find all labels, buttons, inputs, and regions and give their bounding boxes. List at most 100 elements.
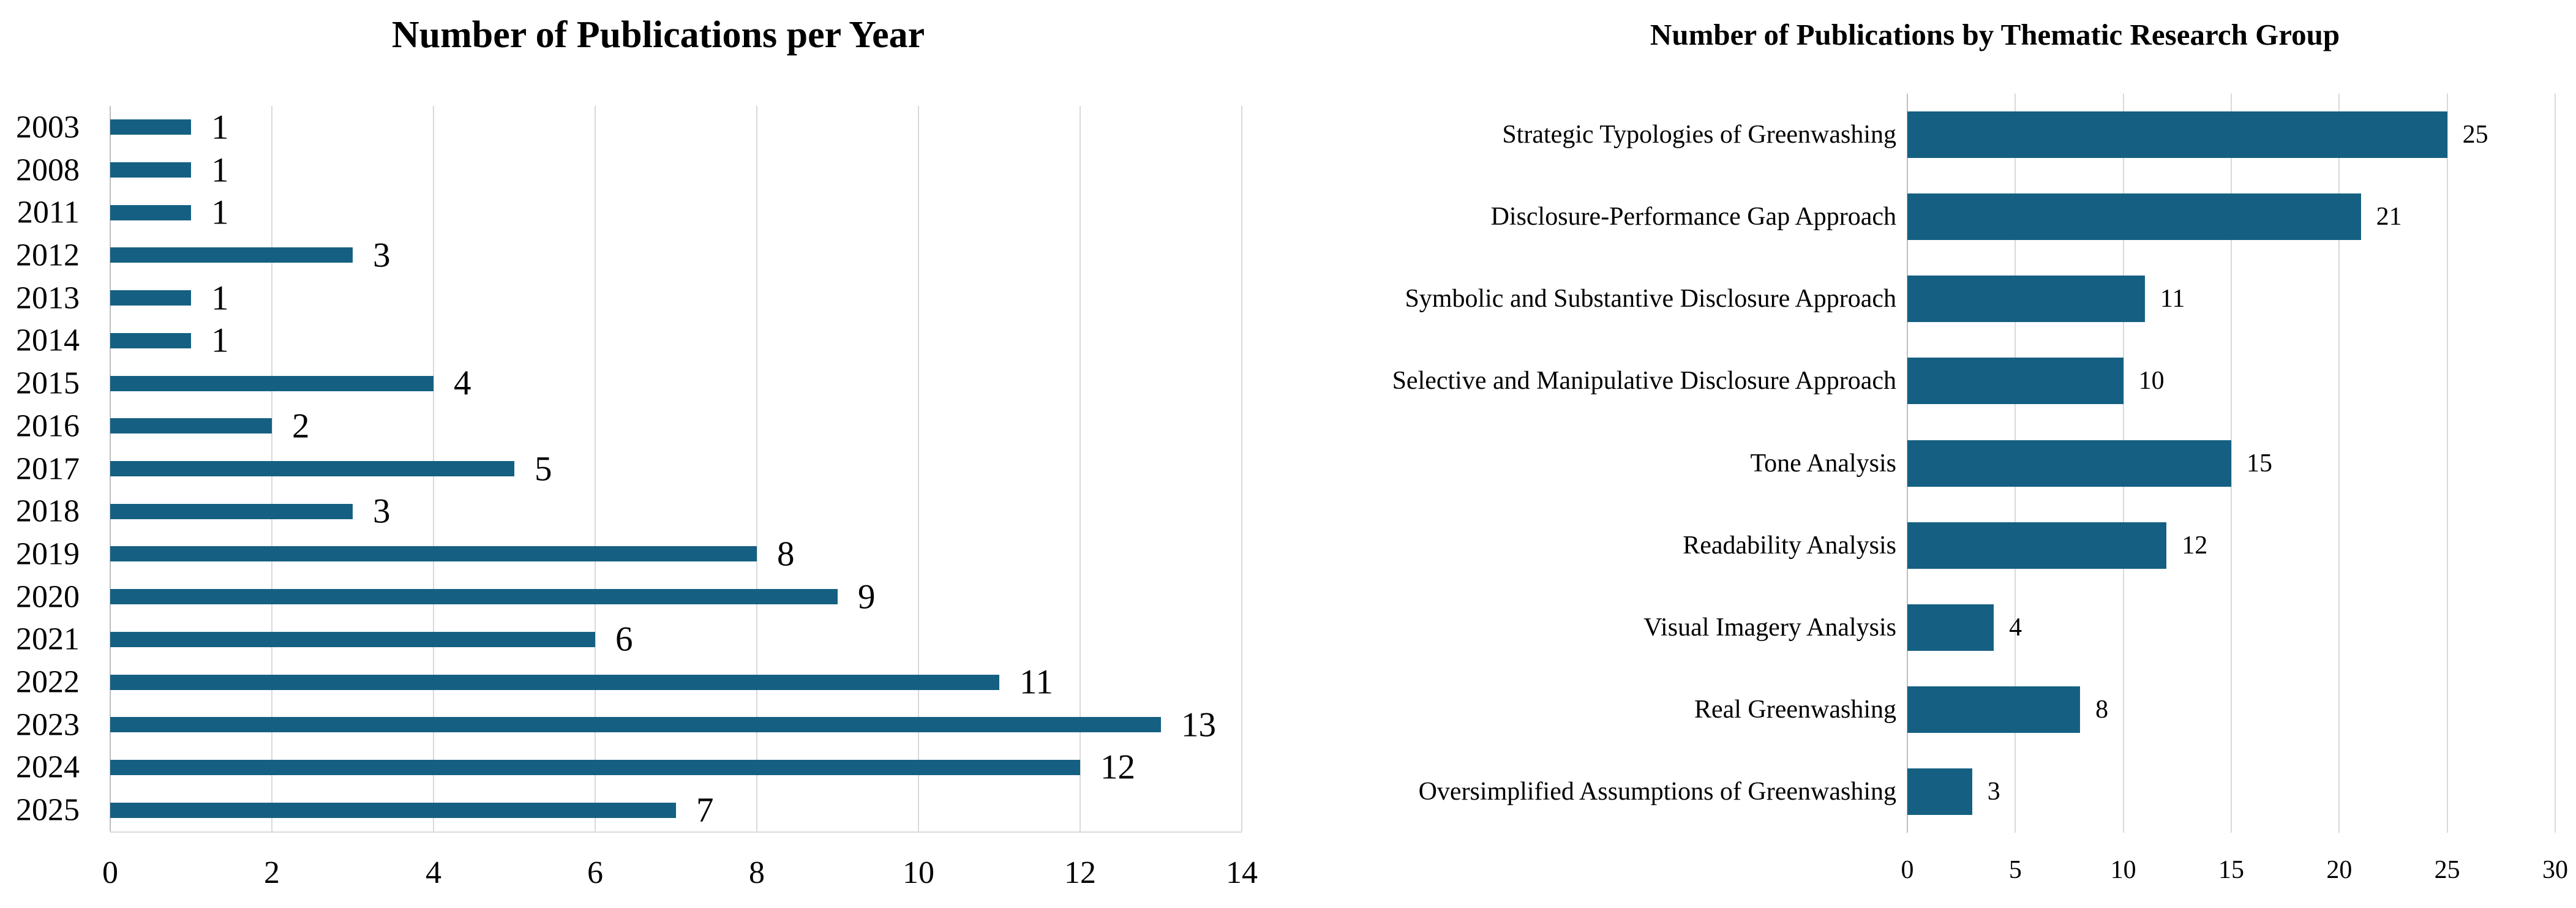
gridline (2555, 94, 2556, 833)
bar (1907, 440, 2231, 487)
bar (1907, 686, 2081, 733)
x-tick-label: 25 (2434, 856, 2460, 884)
gridline (595, 106, 596, 831)
gridline (2231, 94, 2232, 833)
bar (1907, 193, 2361, 241)
value-label: 21 (2376, 203, 2402, 231)
gridline (2446, 94, 2448, 833)
value-label: 8 (777, 535, 795, 574)
gridline (1241, 106, 1242, 831)
chart-title: Number of Publications per Year (391, 14, 925, 56)
x-tick-label: 30 (2542, 856, 2568, 884)
bar (110, 631, 595, 647)
x-tick-label: 20 (2326, 856, 2353, 884)
gridline (918, 106, 919, 831)
gridline (1080, 106, 1081, 831)
x-tick-label: 4 (426, 855, 441, 890)
value-label: 3 (1987, 777, 2000, 806)
value-label: 4 (2009, 613, 2022, 642)
category-label: 2018 (16, 493, 80, 529)
value-label: 1 (211, 193, 229, 232)
category-label: Oversimplified Assumptions of Greenwashi… (1418, 777, 1896, 806)
bar (110, 162, 191, 178)
x-tick-label: 14 (1226, 855, 1258, 890)
value-label: 3 (373, 236, 391, 275)
bar (110, 204, 191, 220)
x-tick-label: 10 (903, 855, 934, 890)
category-label: 2012 (16, 238, 80, 273)
value-label: 7 (696, 790, 714, 830)
value-label: 4 (454, 364, 471, 403)
category-label: Real Greenwashing (1694, 695, 1896, 724)
bar (110, 461, 514, 476)
category-label: 2024 (16, 749, 80, 785)
category-label: 2008 (16, 152, 80, 188)
category-label: Selective and Manipulative Disclosure Ap… (1392, 367, 1896, 396)
value-label: 1 (211, 279, 229, 318)
bar (110, 717, 1161, 733)
bar (110, 375, 434, 391)
x-tick-label: 5 (2008, 856, 2022, 884)
value-label: 1 (211, 108, 229, 147)
bar (1907, 604, 1994, 651)
category-label: 2015 (16, 366, 80, 401)
value-label: 3 (373, 492, 391, 531)
category-label: Symbolic and Substantive Disclosure Appr… (1405, 285, 1896, 313)
chart-title: Number of Publications by Thematic Resea… (1650, 18, 2340, 51)
category-label: 2003 (16, 110, 80, 145)
publications-per-year-chart: Number of Publications per Year 0 2 4 6 8 10 1… (0, 0, 1286, 908)
x-tick-label: 10 (2110, 856, 2136, 884)
value-label: 12 (2182, 531, 2208, 560)
category-label: 2021 (16, 621, 80, 657)
bar (1907, 768, 1972, 815)
bar (110, 332, 191, 348)
category-label: 2025 (16, 792, 80, 828)
category-label: Readability Analysis (1683, 531, 1896, 560)
x-tick-label: 8 (749, 855, 765, 890)
value-label: 9 (858, 577, 876, 617)
bar (110, 290, 191, 306)
bar (110, 546, 757, 562)
value-label: 13 (1181, 705, 1216, 745)
category-label: Strategic Typologies of Greenwashing (1502, 121, 1896, 149)
x-tick-label: 0 (102, 855, 118, 890)
category-label: 2022 (16, 664, 80, 700)
bar (110, 418, 272, 434)
category-label: Tone Analysis (1750, 449, 1896, 478)
value-label: 2 (292, 407, 310, 446)
value-label: 10 (2138, 367, 2165, 396)
value-label: 25 (2462, 121, 2488, 149)
category-label: 2023 (16, 707, 80, 743)
category-label: Visual Imagery Analysis (1643, 613, 1896, 642)
category-label: 2017 (16, 451, 80, 486)
category-label: 2019 (16, 536, 80, 572)
category-label: 2016 (16, 408, 80, 444)
value-label: 11 (1020, 662, 1053, 702)
value-label: 15 (2247, 449, 2272, 478)
bar (110, 119, 191, 135)
bar (1907, 358, 2124, 405)
bar (110, 589, 838, 605)
x-tick-label: 6 (587, 855, 603, 890)
category-label: Disclosure-Performance Gap Approach (1490, 203, 1896, 231)
publications-by-thematic-group-chart: Number of Publications by Thematic Resea… (1286, 0, 2576, 908)
bar (1907, 276, 2145, 323)
bar (110, 674, 999, 690)
value-axis-line (110, 831, 1242, 833)
value-label: 6 (615, 620, 633, 659)
value-label: 8 (2095, 695, 2109, 724)
category-label: 2011 (17, 195, 80, 230)
category-label: 2013 (16, 280, 80, 316)
gridline (2338, 94, 2340, 833)
bar (110, 247, 353, 263)
x-tick-label: 15 (2218, 856, 2244, 884)
bar (110, 759, 1080, 775)
bar (1907, 522, 2167, 569)
value-label: 12 (1100, 748, 1135, 787)
category-label: 2014 (16, 323, 80, 358)
category-label: 2020 (16, 579, 80, 615)
bar (1907, 111, 2447, 159)
value-label: 1 (211, 151, 229, 190)
value-label: 1 (211, 321, 229, 360)
